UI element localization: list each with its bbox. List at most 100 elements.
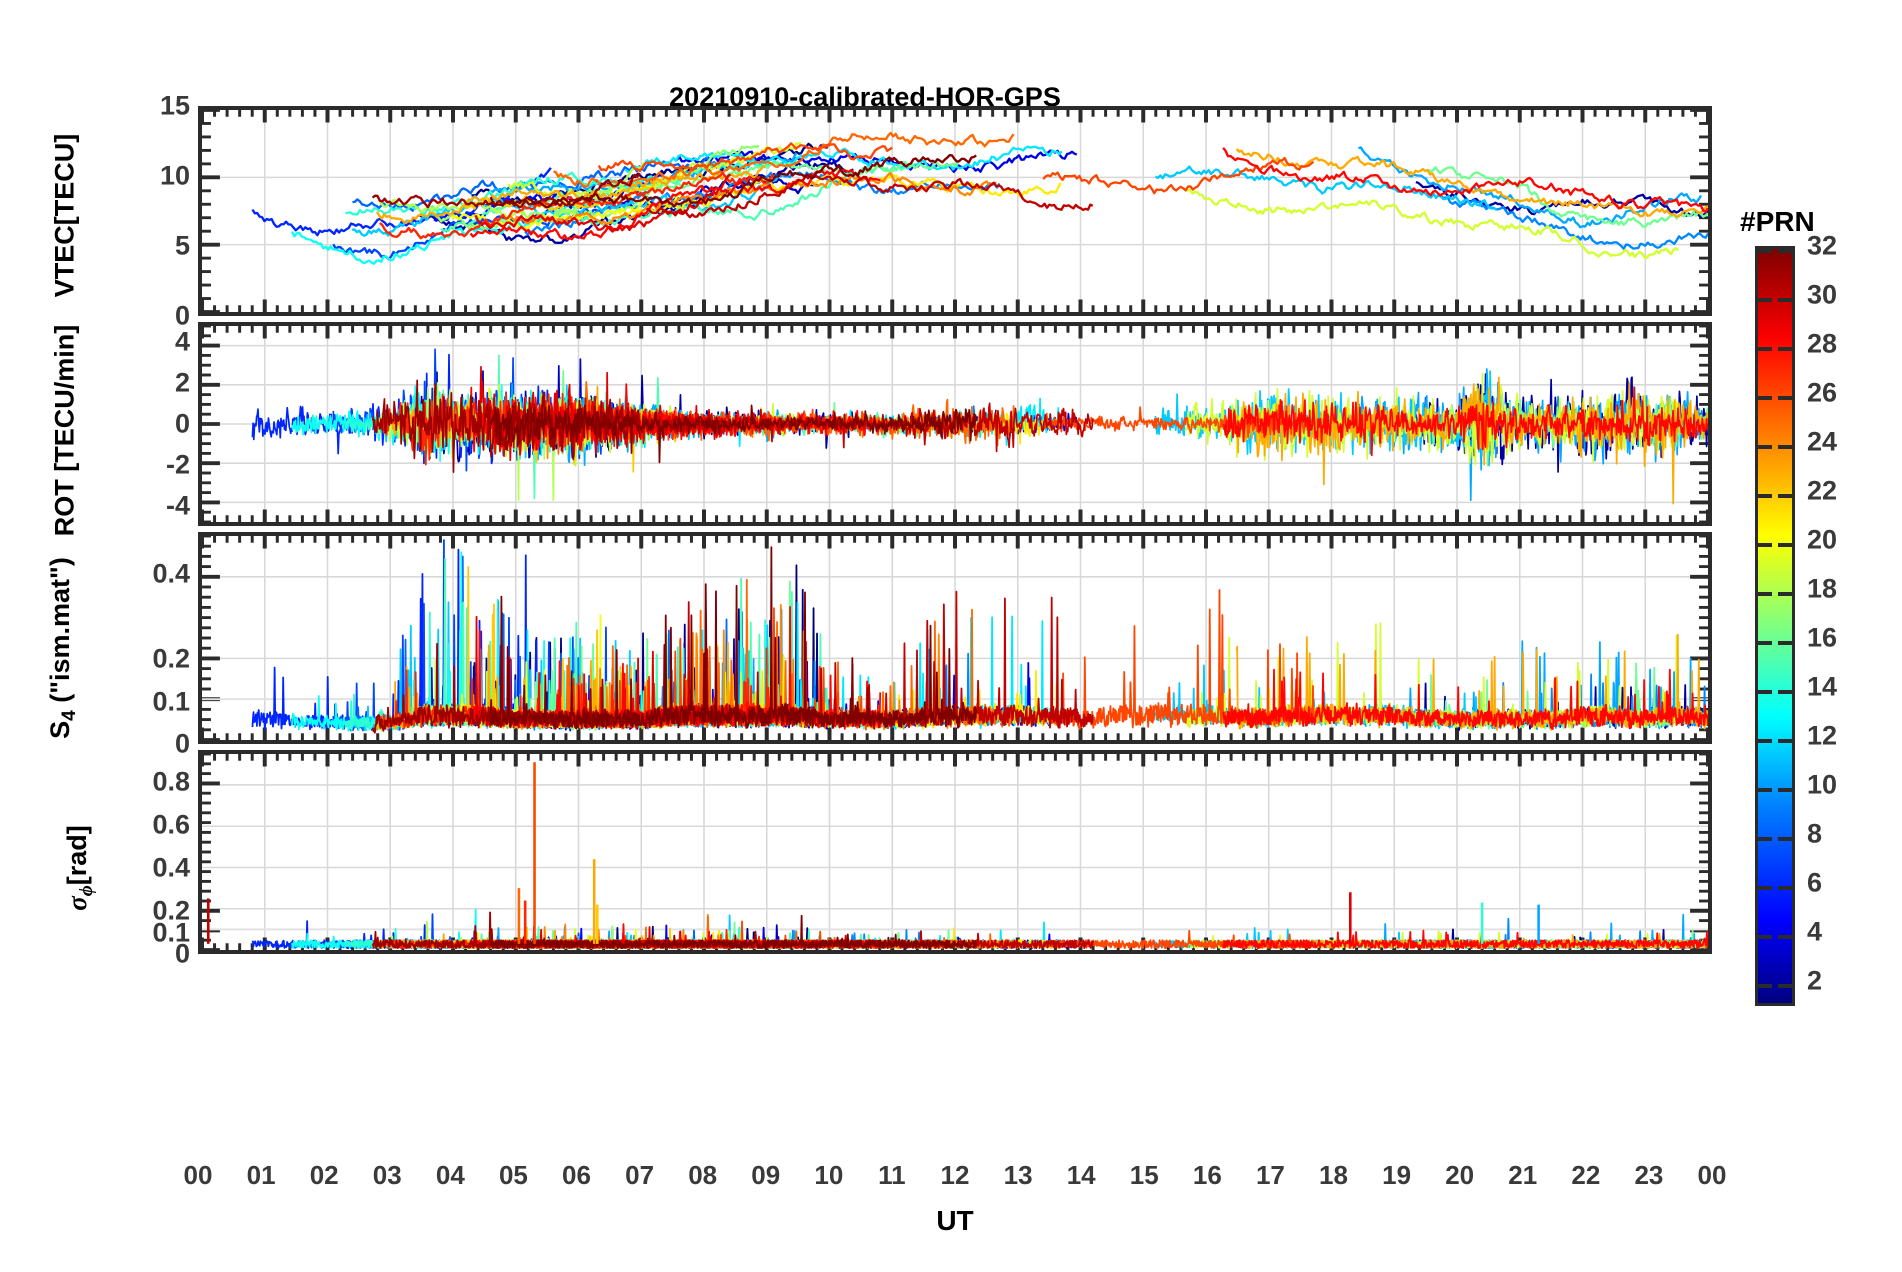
colorbar-tick-label: 16: [1807, 622, 1838, 653]
colorbar-tick: [1758, 739, 1772, 744]
colorbar-tick: [1758, 249, 1772, 253]
panel-s4: [198, 532, 1712, 744]
y-tick-label: -4: [165, 490, 190, 521]
x-tick-label: 12: [940, 1160, 970, 1190]
x-tick-label: 08: [688, 1160, 718, 1190]
plot-area-sigma-phi: [202, 754, 1708, 950]
colorbar-tick-label: 20: [1807, 524, 1838, 555]
colorbar-tick: [1778, 788, 1792, 793]
y-axis-labels-s4: 0 0.1 0.2 0.4: [120, 532, 190, 759]
panel-vtec: [198, 106, 1712, 316]
y-tick-label: 0.1: [152, 917, 190, 948]
x-tick-label: 22: [1571, 1160, 1601, 1190]
x-tick-label: 21: [1508, 1160, 1538, 1190]
x-axis-title: UT: [936, 1205, 974, 1236]
y-axis-title-vtec: VTEC[TECU]: [49, 133, 80, 298]
y-tick-label: 0: [174, 938, 190, 969]
y-tick-label: 0.4: [152, 558, 190, 589]
colorbar-tick-label: 18: [1807, 573, 1838, 604]
colorbar-tick: [1778, 249, 1792, 253]
colorbar-tick: [1778, 739, 1792, 744]
colorbar-tick: [1758, 494, 1772, 499]
y-tick-label: 0.8: [152, 766, 190, 797]
colorbar-tick: [1778, 445, 1792, 450]
colorbar-tick: [1758, 641, 1772, 646]
x-axis-labels: 00 01 02 03 04 05 06 07 08 09 10 11 12 13 14 15 16 17 18 19…: [184, 1160, 1727, 1194]
y-tick-label: 0: [174, 728, 190, 759]
y-tick-label: 15: [159, 90, 190, 121]
x-tick-label: 18: [1319, 1160, 1348, 1190]
y-tick-label: 0.6: [152, 809, 190, 840]
y-axis-title-sigma-phi: σϕ[rad]: [62, 825, 97, 911]
x-tick-label: 16: [1192, 1160, 1222, 1190]
colorbar-tick: [1758, 886, 1772, 891]
x-tick-label: 00: [183, 1160, 213, 1190]
y-tick-label: 0: [174, 408, 190, 439]
colorbar-tick: [1758, 445, 1772, 450]
x-tick-label: 01: [246, 1160, 276, 1190]
x-tick-label: 20: [1445, 1160, 1475, 1190]
colorbar-tick-label: 10: [1807, 769, 1838, 800]
colorbar-tick: [1758, 984, 1772, 989]
colorbar-tick: [1778, 837, 1792, 842]
panel-rot: [198, 322, 1712, 526]
colorbar-tick-label: 26: [1807, 377, 1838, 408]
plot-area-vtec: [202, 110, 1708, 312]
x-tick-label: 05: [498, 1160, 528, 1190]
colorbar-prn[interactable]: [1755, 246, 1795, 1006]
plot-area-s4: [202, 536, 1708, 740]
colorbar-tick-label: 8: [1807, 818, 1823, 849]
colorbar-tick: [1758, 543, 1772, 548]
x-tick-label: 14: [1066, 1160, 1096, 1190]
colorbar-tick: [1778, 396, 1792, 401]
y-tick-label: 0.4: [152, 852, 190, 883]
colorbar-tick-label: 24: [1807, 426, 1838, 457]
x-tick-label: 00: [1697, 1160, 1727, 1190]
y-axis-labels-sigma-phi: 0 0.1 0.2 0.4 0.6 0.8: [120, 750, 190, 969]
colorbar-tick: [1758, 592, 1772, 597]
x-tick-label: 06: [562, 1160, 591, 1190]
y-tick-label: 2: [174, 367, 190, 398]
colorbar-tick: [1758, 788, 1772, 793]
panel-sigma-phi: [198, 750, 1712, 954]
y-axis-title-s4: S4 ("ism.mat"): [45, 557, 80, 739]
x-tick-label: 09: [751, 1160, 781, 1190]
colorbar-title: #PRN: [1740, 206, 1815, 237]
y-tick-label: -2: [165, 449, 190, 480]
colorbar-tick-label: 30: [1807, 279, 1838, 310]
y-axis-title-rot: ROT [TECU/min]: [49, 324, 80, 537]
colorbar-tick-label: 12: [1807, 720, 1838, 751]
colorbar-tick: [1778, 298, 1792, 303]
x-tick-label: 23: [1634, 1160, 1664, 1190]
colorbar-tick: [1758, 837, 1772, 842]
x-tick-label: 10: [814, 1160, 844, 1190]
x-tick-label: 07: [625, 1160, 655, 1190]
colorbar-tick: [1778, 690, 1792, 695]
colorbar-tick-label: 2: [1807, 965, 1823, 996]
colorbar-tick-label: 32: [1807, 230, 1838, 261]
x-tick-label: 13: [1003, 1160, 1033, 1190]
x-tick-label: 19: [1382, 1160, 1412, 1190]
x-tick-label: 15: [1129, 1160, 1159, 1190]
y-tick-label: 0.2: [152, 643, 190, 674]
y-tick-label: 10: [159, 160, 190, 191]
y-tick-label: 4: [174, 326, 190, 357]
x-tick-label: 02: [309, 1160, 339, 1190]
colorbar-tick-label: 28: [1807, 328, 1838, 359]
colorbar-tick: [1778, 886, 1792, 891]
colorbar-tick-label: 6: [1807, 867, 1823, 898]
y-axis-labels-rot: -4 -2 0 2 4: [120, 322, 190, 526]
colorbar-tick: [1778, 935, 1792, 940]
y-tick-label: 0.2: [152, 895, 190, 926]
x-tick-label: 11: [878, 1160, 906, 1190]
y-tick-label: 0.1: [152, 686, 190, 717]
colorbar-tick: [1758, 935, 1772, 940]
colorbar-tick: [1778, 984, 1792, 989]
colorbar-tick: [1778, 641, 1792, 646]
colorbar-tick-label: 14: [1807, 671, 1838, 702]
colorbar-tick-label: 4: [1807, 916, 1823, 947]
colorbar-tick: [1778, 592, 1792, 597]
colorbar-tick: [1758, 690, 1772, 695]
colorbar-tick-label: 22: [1807, 475, 1838, 506]
